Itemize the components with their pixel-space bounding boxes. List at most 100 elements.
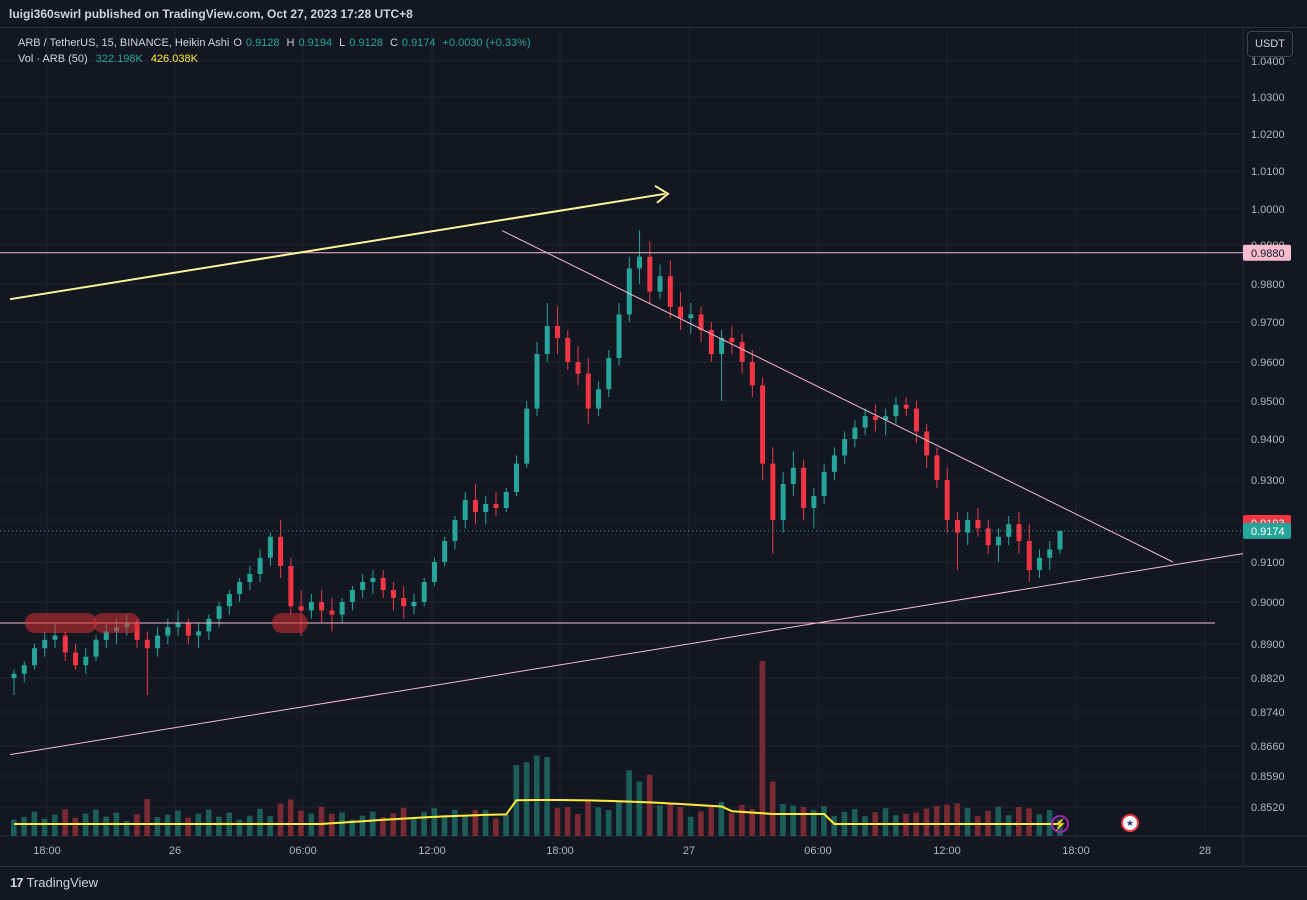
candle-body <box>985 528 991 546</box>
volume-bar <box>482 810 489 836</box>
candle-body <box>267 536 273 558</box>
candle-body <box>667 276 673 307</box>
candle-body <box>175 623 181 628</box>
candle-body <box>73 652 79 666</box>
candle-body <box>1036 557 1042 570</box>
legend-open-label: O <box>233 37 242 49</box>
candle-body <box>196 631 202 636</box>
volume-bar <box>185 817 191 836</box>
candle-body <box>452 520 458 541</box>
legend-symbol[interactable]: ARB / TetherUS, 15, BINANCE, Heikin Ashi <box>18 37 230 49</box>
volume-bar <box>780 804 786 836</box>
volume-bar <box>923 808 930 836</box>
volume-bar <box>636 781 643 836</box>
candle-body <box>760 385 766 464</box>
candle-body <box>308 602 314 611</box>
volume-bar <box>646 774 653 836</box>
tradingview-mark-icon: 17 <box>10 875 24 890</box>
candle-body <box>801 467 807 508</box>
chart-frame[interactable]: 1.04001.03001.02001.01001.00000.99000.98… <box>0 28 1307 866</box>
candle-body <box>534 354 540 409</box>
volume-bar <box>441 815 448 836</box>
candle-body <box>288 566 294 607</box>
legend-volume-label[interactable]: Vol · ARB (50) <box>18 53 88 65</box>
candle-body <box>883 416 889 420</box>
candle-body <box>93 639 99 657</box>
candle-body <box>862 416 868 428</box>
us-flag-icon[interactable]: ★ <box>1121 814 1139 832</box>
candle-body <box>32 648 38 666</box>
candle-body <box>278 536 284 566</box>
volume-bar <box>267 815 274 836</box>
y-tick-label: 1.0100 <box>1251 166 1285 178</box>
candle-body <box>831 455 837 472</box>
volume-bar <box>390 813 397 836</box>
candle-body <box>298 606 304 611</box>
volume-bar <box>451 809 458 836</box>
volume-bar <box>103 816 109 836</box>
candle-body <box>11 673 17 678</box>
lightning-icon[interactable]: ⚡ <box>1051 815 1069 833</box>
x-tick-label: 06:00 <box>289 845 317 857</box>
volume-bar <box>421 812 427 836</box>
volume-bar <box>810 810 817 836</box>
y-tick-label: 0.8660 <box>1251 741 1285 753</box>
candle-body <box>565 338 571 362</box>
candle-body <box>339 602 345 615</box>
volume-bar <box>328 813 335 836</box>
candle-body <box>442 541 448 562</box>
candle-body <box>913 408 919 432</box>
volume-bar <box>882 808 889 836</box>
candle-body <box>872 416 878 420</box>
volume-bar <box>862 816 868 836</box>
candle-body <box>134 623 140 640</box>
volume-bar <box>534 755 540 836</box>
tradingview-logo[interactable]: 17 TradingView <box>10 875 98 890</box>
currency-button[interactable]: USDT <box>1247 31 1293 57</box>
volume-bar <box>800 807 807 836</box>
volume-bar <box>544 757 550 836</box>
y-tick-label: 1.0000 <box>1251 204 1285 216</box>
candle-body <box>995 536 1001 546</box>
candle-body <box>431 562 437 582</box>
volume-bar <box>410 819 417 836</box>
candle-body <box>360 582 366 590</box>
y-tick-label: 1.0400 <box>1251 56 1285 68</box>
volume-bar <box>318 806 325 836</box>
volume-bar <box>933 806 940 836</box>
candle-body <box>185 623 191 636</box>
candle-body <box>544 326 550 354</box>
legend-volume-ma: 426.038K <box>150 53 198 65</box>
volume-bar <box>246 815 253 836</box>
price-label-bg-horizontal-level <box>1243 244 1291 261</box>
volume-ma-line <box>14 799 1060 825</box>
y-tick-label: 0.9600 <box>1251 357 1285 369</box>
volume-bar <box>851 809 858 836</box>
publish-header-text: luigi360swirl published on TradingView.c… <box>9 7 413 21</box>
volume-bar <box>144 799 150 836</box>
candle-body <box>903 404 909 409</box>
candle-body <box>237 582 243 594</box>
y-tick-label: 0.9500 <box>1251 396 1285 408</box>
price-chart[interactable]: 1.04001.03001.02001.01001.00000.99000.98… <box>0 28 1307 866</box>
candle-body <box>616 314 622 358</box>
candle-body <box>52 635 58 640</box>
volume-bar <box>349 819 356 836</box>
support-zone-highlight <box>25 613 97 633</box>
candle-body <box>411 602 417 607</box>
volume-bar <box>1015 807 1022 836</box>
volume-bar <box>287 799 294 836</box>
candle-body <box>144 639 150 649</box>
legend-close-value: 0.9174 <box>401 37 436 49</box>
volume-bar <box>728 813 735 836</box>
y-tick-label: 0.8900 <box>1251 639 1285 651</box>
volume-bar <box>380 817 386 836</box>
candle-body <box>42 639 48 649</box>
y-tick-label: 0.9300 <box>1251 475 1285 487</box>
candle-body <box>247 574 253 582</box>
candle-body <box>380 578 386 590</box>
x-tick-label: 12:00 <box>933 845 961 857</box>
volume-bar <box>1005 815 1012 836</box>
y-tick-label: 0.9100 <box>1251 557 1285 569</box>
candle-body <box>216 606 222 619</box>
